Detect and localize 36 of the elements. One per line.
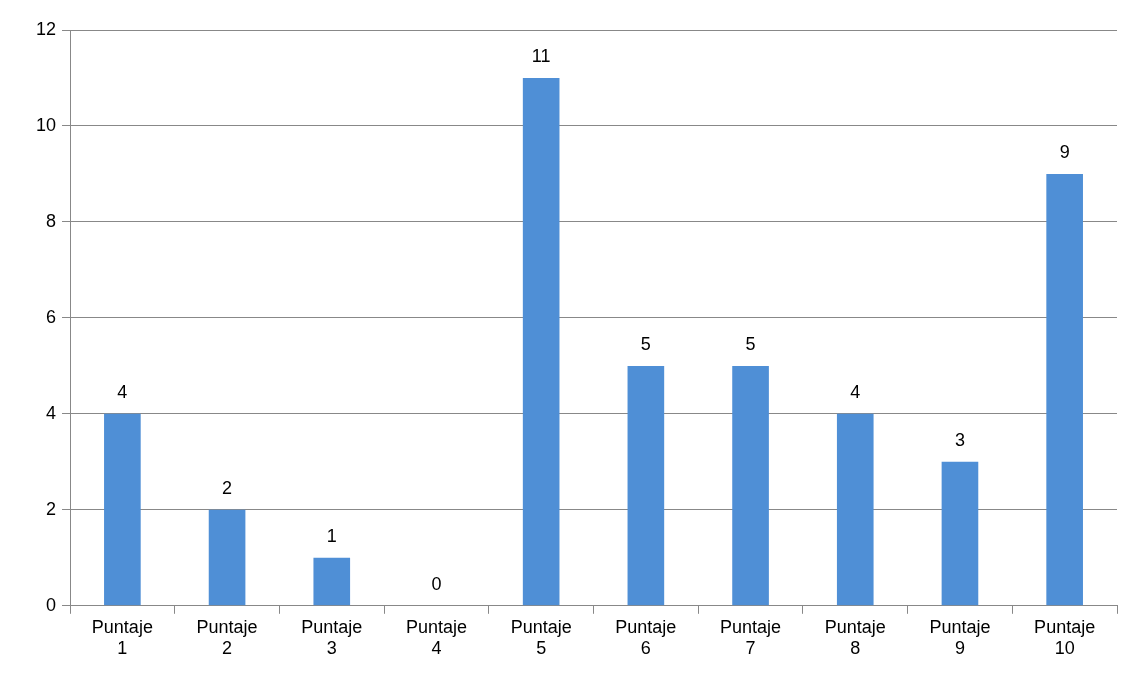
bar (941, 461, 979, 606)
bar (732, 365, 769, 606)
y-tick-label: 12 (35, 18, 57, 39)
x-tick-label: Puntaje 9 (929, 616, 991, 659)
bar (1046, 173, 1083, 606)
bar (313, 557, 351, 606)
bar (522, 77, 560, 606)
y-tick-label: 8 (46, 210, 57, 231)
data-label: 4 (117, 381, 128, 402)
y-tick-label: 2 (46, 498, 57, 519)
data-label: 5 (745, 333, 756, 354)
x-tick-label: Puntaje 1 (91, 616, 153, 659)
data-label: 3 (954, 429, 965, 450)
x-tick-label: Puntaje 7 (720, 616, 782, 659)
x-tick-label: Puntaje 3 (301, 616, 363, 659)
x-tick-label: Puntaje 8 (824, 616, 886, 659)
x-tick-label: Puntaje 5 (510, 616, 572, 659)
data-label: 5 (640, 333, 651, 354)
x-tick-label: Puntaje 6 (615, 616, 677, 659)
x-tick-label: Puntaje 10 (1034, 616, 1096, 659)
bar (208, 509, 246, 606)
bar (836, 413, 874, 606)
data-label: 11 (531, 45, 551, 66)
data-label: 1 (326, 525, 337, 546)
y-tick-label: 10 (35, 114, 57, 135)
y-tick-label: 0 (46, 594, 57, 615)
data-label: 0 (431, 573, 442, 594)
data-label: 2 (222, 477, 233, 498)
bar (104, 413, 141, 606)
x-tick-label: Puntaje 2 (196, 616, 258, 659)
data-label: 4 (850, 381, 861, 402)
data-label: 9 (1059, 141, 1070, 162)
y-tick-label: 6 (46, 306, 57, 327)
bar (627, 365, 665, 606)
y-tick-label: 4 (46, 402, 57, 423)
x-tick-label: Puntaje 4 (405, 616, 467, 659)
